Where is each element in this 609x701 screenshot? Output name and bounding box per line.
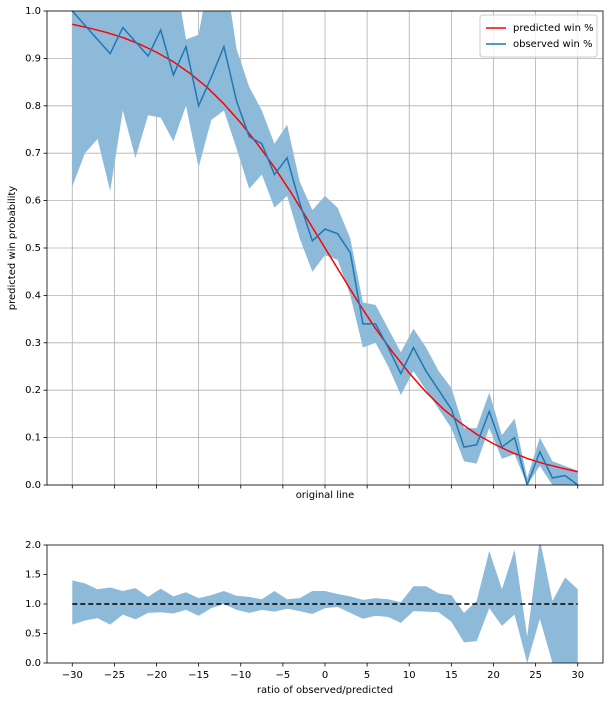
axes: 0.0 0.1 0.2 0.3 0.4 0.5 0.6 0.7 0.8 0.9 1.0 origina… <box>7 6 604 501</box>
y-tick-label: 0.1 <box>25 433 41 444</box>
legend-label: predicted win % <box>513 23 594 34</box>
x-axis-label: ratio of observed/predicted <box>257 685 393 696</box>
y-tick-label: 0.5 <box>25 629 41 640</box>
x-tick-label: −5 <box>276 670 291 681</box>
x-tick-label: 10 <box>403 670 416 681</box>
x-tick-label: 15 <box>445 670 458 681</box>
y-tick-label: 0.7 <box>25 148 41 159</box>
x-tick-label: −10 <box>230 670 251 681</box>
legend: predicted win % observed win % <box>479 14 598 58</box>
confidence-band <box>72 545 578 663</box>
x-tick-label: 0 <box>322 670 328 681</box>
legend-box <box>479 14 598 58</box>
x-tick-label: −25 <box>104 670 125 681</box>
x-tick-label: 20 <box>487 670 500 681</box>
y-tick-label: 1.5 <box>25 570 41 581</box>
y-tick-label: 2.0 <box>25 540 41 551</box>
y-axis-label: predicted win probability <box>7 186 18 311</box>
plot-area <box>72 545 578 663</box>
x-tick-label: −15 <box>188 670 209 681</box>
x-tick-label: 30 <box>571 670 584 681</box>
plot-area <box>71 11 579 485</box>
series-line <box>71 11 579 485</box>
x-tick-label: 25 <box>529 670 542 681</box>
series-line <box>72 23 578 473</box>
x-tick-label: 5 <box>364 670 370 681</box>
y-tick-label: 0.3 <box>25 338 41 349</box>
y-tick-label: 0.6 <box>25 196 41 207</box>
x-tick-label: −20 <box>146 670 167 681</box>
y-tick-label: 0.4 <box>25 290 41 301</box>
y-tick-label: 0.9 <box>25 53 41 64</box>
y-tick-label: 0.8 <box>25 101 41 112</box>
y-tick-label: 1.0 <box>25 599 41 610</box>
y-tick-label: 1.0 <box>25 6 41 17</box>
x-tick-label: −30 <box>62 670 83 681</box>
y-tick-label: 0.5 <box>25 243 41 254</box>
y-tick-label: 0.0 <box>25 658 41 669</box>
y-tick-label: 0.2 <box>25 385 41 396</box>
y-tick-label: 0.0 <box>25 480 41 491</box>
x-axis-label: original line <box>296 490 355 501</box>
axes: −30 −25 −20 −15 −10 −5 0 5 10 15 20 25 30 0.0 0.5 1.0 1.… <box>25 540 604 696</box>
legend-label: observed win % <box>513 39 593 50</box>
